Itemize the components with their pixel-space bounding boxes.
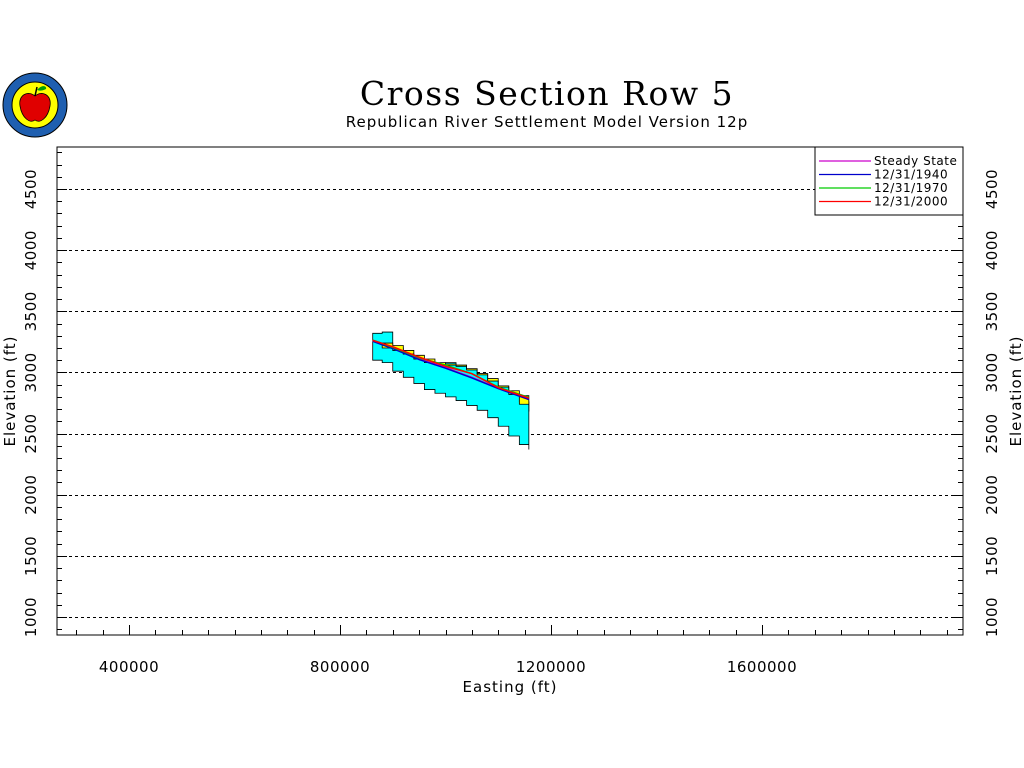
apple-logo-icon bbox=[2, 72, 68, 138]
y-tick-label-left: 2500 bbox=[22, 413, 40, 453]
y-tick-label-left: 3000 bbox=[22, 352, 40, 392]
plot-area bbox=[56, 146, 964, 636]
x-tick-label: 800000 bbox=[310, 658, 370, 676]
legend-label: 12/31/1970 bbox=[874, 181, 948, 195]
axis-ticks bbox=[57, 152, 963, 635]
x-tick-label: 1200000 bbox=[516, 658, 586, 676]
y-tick-label-left: 4500 bbox=[22, 169, 40, 209]
legend-box bbox=[814, 146, 964, 216]
y-tick-label-right: 1500 bbox=[983, 536, 1001, 576]
y-tick-label-left: 2000 bbox=[22, 475, 40, 515]
y-tick-label-right: 3500 bbox=[983, 291, 1001, 331]
y-axis-label-right: Elevation (ft) bbox=[1007, 335, 1024, 446]
legend-label: 12/31/1940 bbox=[874, 168, 948, 182]
x-tick-label: 1600000 bbox=[727, 658, 797, 676]
y-tick-label-left: 1000 bbox=[22, 597, 40, 637]
y-axis-label-left: Elevation (ft) bbox=[1, 335, 19, 446]
y-tick-label-right: 2000 bbox=[983, 475, 1001, 515]
y-tick-label-right: 4500 bbox=[983, 169, 1001, 209]
y-tick-label-right: 3000 bbox=[983, 352, 1001, 392]
y-tick-label-right: 4000 bbox=[983, 230, 1001, 270]
legend: Steady State12/31/194012/31/197012/31/20… bbox=[814, 146, 964, 216]
x-tick-label: 400000 bbox=[99, 658, 159, 676]
water-level-lines bbox=[372, 339, 530, 401]
y-tick-label-right: 1000 bbox=[983, 597, 1001, 637]
legend-label: 12/31/2000 bbox=[874, 195, 948, 209]
legend-label: Steady State bbox=[874, 154, 957, 168]
series-line bbox=[372, 339, 530, 399]
y-tick-label-left: 4000 bbox=[22, 230, 40, 270]
y-tick-label-left: 3500 bbox=[22, 291, 40, 331]
x-axis-label: Easting (ft) bbox=[463, 678, 558, 696]
chart-subtitle: Republican River Settlement Model Versio… bbox=[346, 113, 748, 131]
series-line bbox=[372, 340, 530, 401]
chart-title: Cross Section Row 5 bbox=[360, 74, 734, 113]
axis-tick-labels: 400000 800000 1200000 1600000 1000 1000 1500 15… bbox=[22, 169, 1001, 676]
y-tick-label-right: 2500 bbox=[983, 413, 1001, 453]
y-tick-label-left: 1500 bbox=[22, 536, 40, 576]
